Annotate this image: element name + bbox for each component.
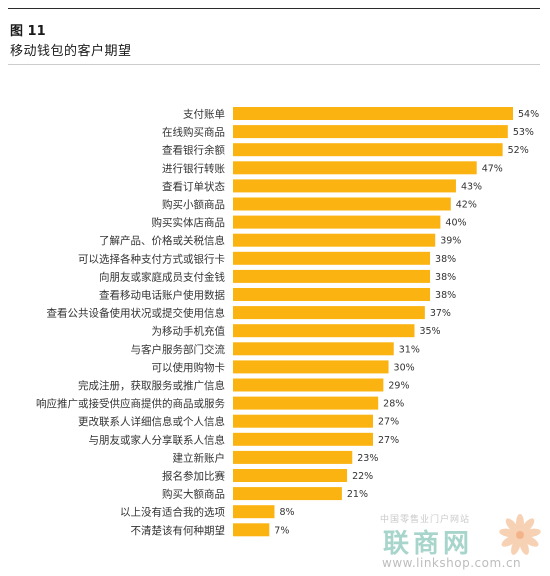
bar <box>233 432 373 446</box>
bar <box>233 288 431 301</box>
bar <box>233 269 431 283</box>
category-label: 购买实体店商品 <box>152 216 226 229</box>
bar <box>233 378 384 392</box>
watermark-brand: 联商网 <box>383 529 474 559</box>
value-label: 29% <box>388 381 409 392</box>
category-label: 完成注册，获取服务或推广信息 <box>78 379 225 392</box>
bar <box>233 487 342 501</box>
category-label: 报名参加比赛 <box>162 470 225 483</box>
bar <box>233 450 353 464</box>
value-label: 22% <box>352 471 373 482</box>
value-label: 53% <box>513 127 534 138</box>
category-label: 查看公共设备使用状况或提交使用信息 <box>47 307 226 320</box>
value-label: 8% <box>279 507 294 518</box>
category-label: 建立新账户 <box>173 451 226 464</box>
bar <box>233 107 513 120</box>
category-label: 查看银行余额 <box>162 144 225 157</box>
title-divider <box>8 64 540 65</box>
category-label: 与朋友或家人分享联系人信息 <box>89 433 226 446</box>
value-label: 27% <box>378 435 399 446</box>
figure-number: 图 11 <box>10 24 46 39</box>
value-label: 27% <box>378 417 399 428</box>
value-label: 54% <box>518 109 539 120</box>
category-label: 为移动手机充值 <box>152 325 226 338</box>
category-label: 购买大额商品 <box>162 488 225 501</box>
value-label: 38% <box>435 272 456 283</box>
bar <box>233 197 451 211</box>
value-label: 39% <box>440 236 461 247</box>
value-label: 38% <box>435 290 456 301</box>
bar <box>233 143 503 157</box>
category-label: 查看订单状态 <box>162 180 225 193</box>
top-rule <box>8 8 540 9</box>
bar <box>233 179 456 193</box>
value-label: 35% <box>419 326 440 337</box>
bar <box>233 360 389 374</box>
value-label: 21% <box>347 489 368 500</box>
bar <box>233 396 379 410</box>
category-label: 向朋友或家庭成员支付金钱 <box>99 270 225 283</box>
value-label: 47% <box>482 163 503 174</box>
category-label: 不清楚该有何种期望 <box>131 524 226 537</box>
bar <box>233 125 508 139</box>
category-label: 可以选择各种支付方式或银行卡 <box>78 252 225 265</box>
value-label: 52% <box>508 145 529 156</box>
value-label: 37% <box>430 308 451 319</box>
figure-title: 移动钱包的客户期望 <box>10 44 132 59</box>
bar <box>233 523 270 537</box>
category-label: 在线购买商品 <box>162 126 225 139</box>
bar <box>233 505 275 519</box>
bar <box>233 469 348 482</box>
category-label: 支付账单 <box>183 108 225 121</box>
category-label: 可以使用购物卡 <box>152 361 226 374</box>
category-label: 以上没有适合我的选项 <box>120 506 225 519</box>
watermark-url: www.linkshop.com.cn <box>382 556 522 570</box>
bar <box>233 306 425 320</box>
bar <box>233 161 477 175</box>
category-label: 响应推广或接受供应商提供的商品或服务 <box>36 397 225 410</box>
watermark-flower-icon <box>499 514 541 555</box>
bar <box>233 251 431 265</box>
category-label: 进行银行转账 <box>162 162 225 175</box>
bar <box>233 233 436 247</box>
category-label: 与客户服务部门交流 <box>131 343 226 356</box>
category-label: 了解产品、价格或关税信息 <box>99 234 225 247</box>
category-label: 购买小额商品 <box>162 198 225 211</box>
value-label: 42% <box>456 200 477 211</box>
value-label: 40% <box>445 218 466 229</box>
watermark-site-name: 中国零售业门户网站 <box>380 515 471 525</box>
value-label: 28% <box>383 399 404 410</box>
value-label: 31% <box>399 344 420 355</box>
bar <box>233 324 415 338</box>
value-label: 7% <box>274 525 289 536</box>
value-label: 30% <box>394 362 415 373</box>
value-label: 38% <box>435 254 456 265</box>
bar <box>233 215 441 229</box>
category-label: 查看移动电话账户使用数据 <box>99 289 225 302</box>
bar <box>233 342 394 356</box>
value-label: 23% <box>357 453 378 464</box>
value-label: 43% <box>461 181 482 192</box>
bar <box>233 414 373 428</box>
category-label: 更改联系人详细信息或个人信息 <box>78 415 225 428</box>
